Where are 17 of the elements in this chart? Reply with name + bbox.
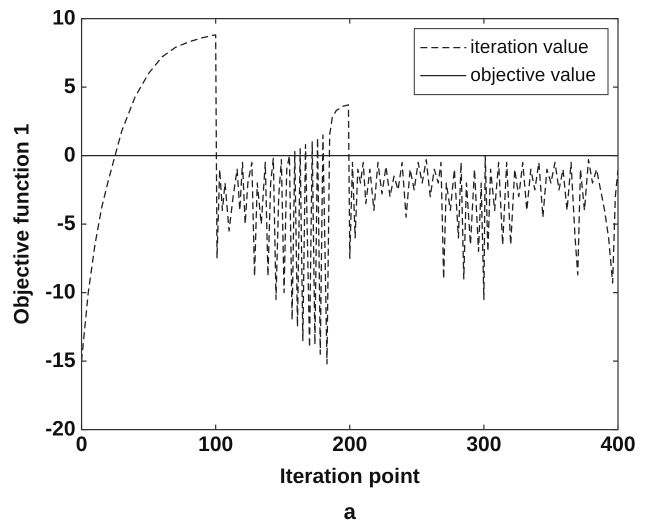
x-axis-title: Iteration point — [280, 465, 420, 488]
x-tick-label: 400 — [600, 432, 636, 456]
x-tick-label: 100 — [198, 432, 234, 456]
x-tick-label: 300 — [466, 432, 502, 456]
y-tick-label: -15 — [45, 348, 76, 372]
y-tick-label: 10 — [52, 6, 76, 30]
y-tick-label: 0 — [64, 143, 76, 166]
y-tick-label: -5 — [56, 212, 76, 235]
y-axis-title: Objective function 1 — [10, 123, 34, 324]
y-tick-label: 5 — [64, 74, 76, 98]
text: a — [344, 499, 357, 524]
legend-label: iteration value — [470, 36, 589, 58]
y-tick-label: -20 — [45, 417, 76, 440]
line-series — [82, 34, 618, 364]
y-tick-label: -10 — [45, 280, 76, 304]
legend-label: objective value — [470, 64, 596, 86]
x-tick-label: 200 — [332, 432, 368, 456]
